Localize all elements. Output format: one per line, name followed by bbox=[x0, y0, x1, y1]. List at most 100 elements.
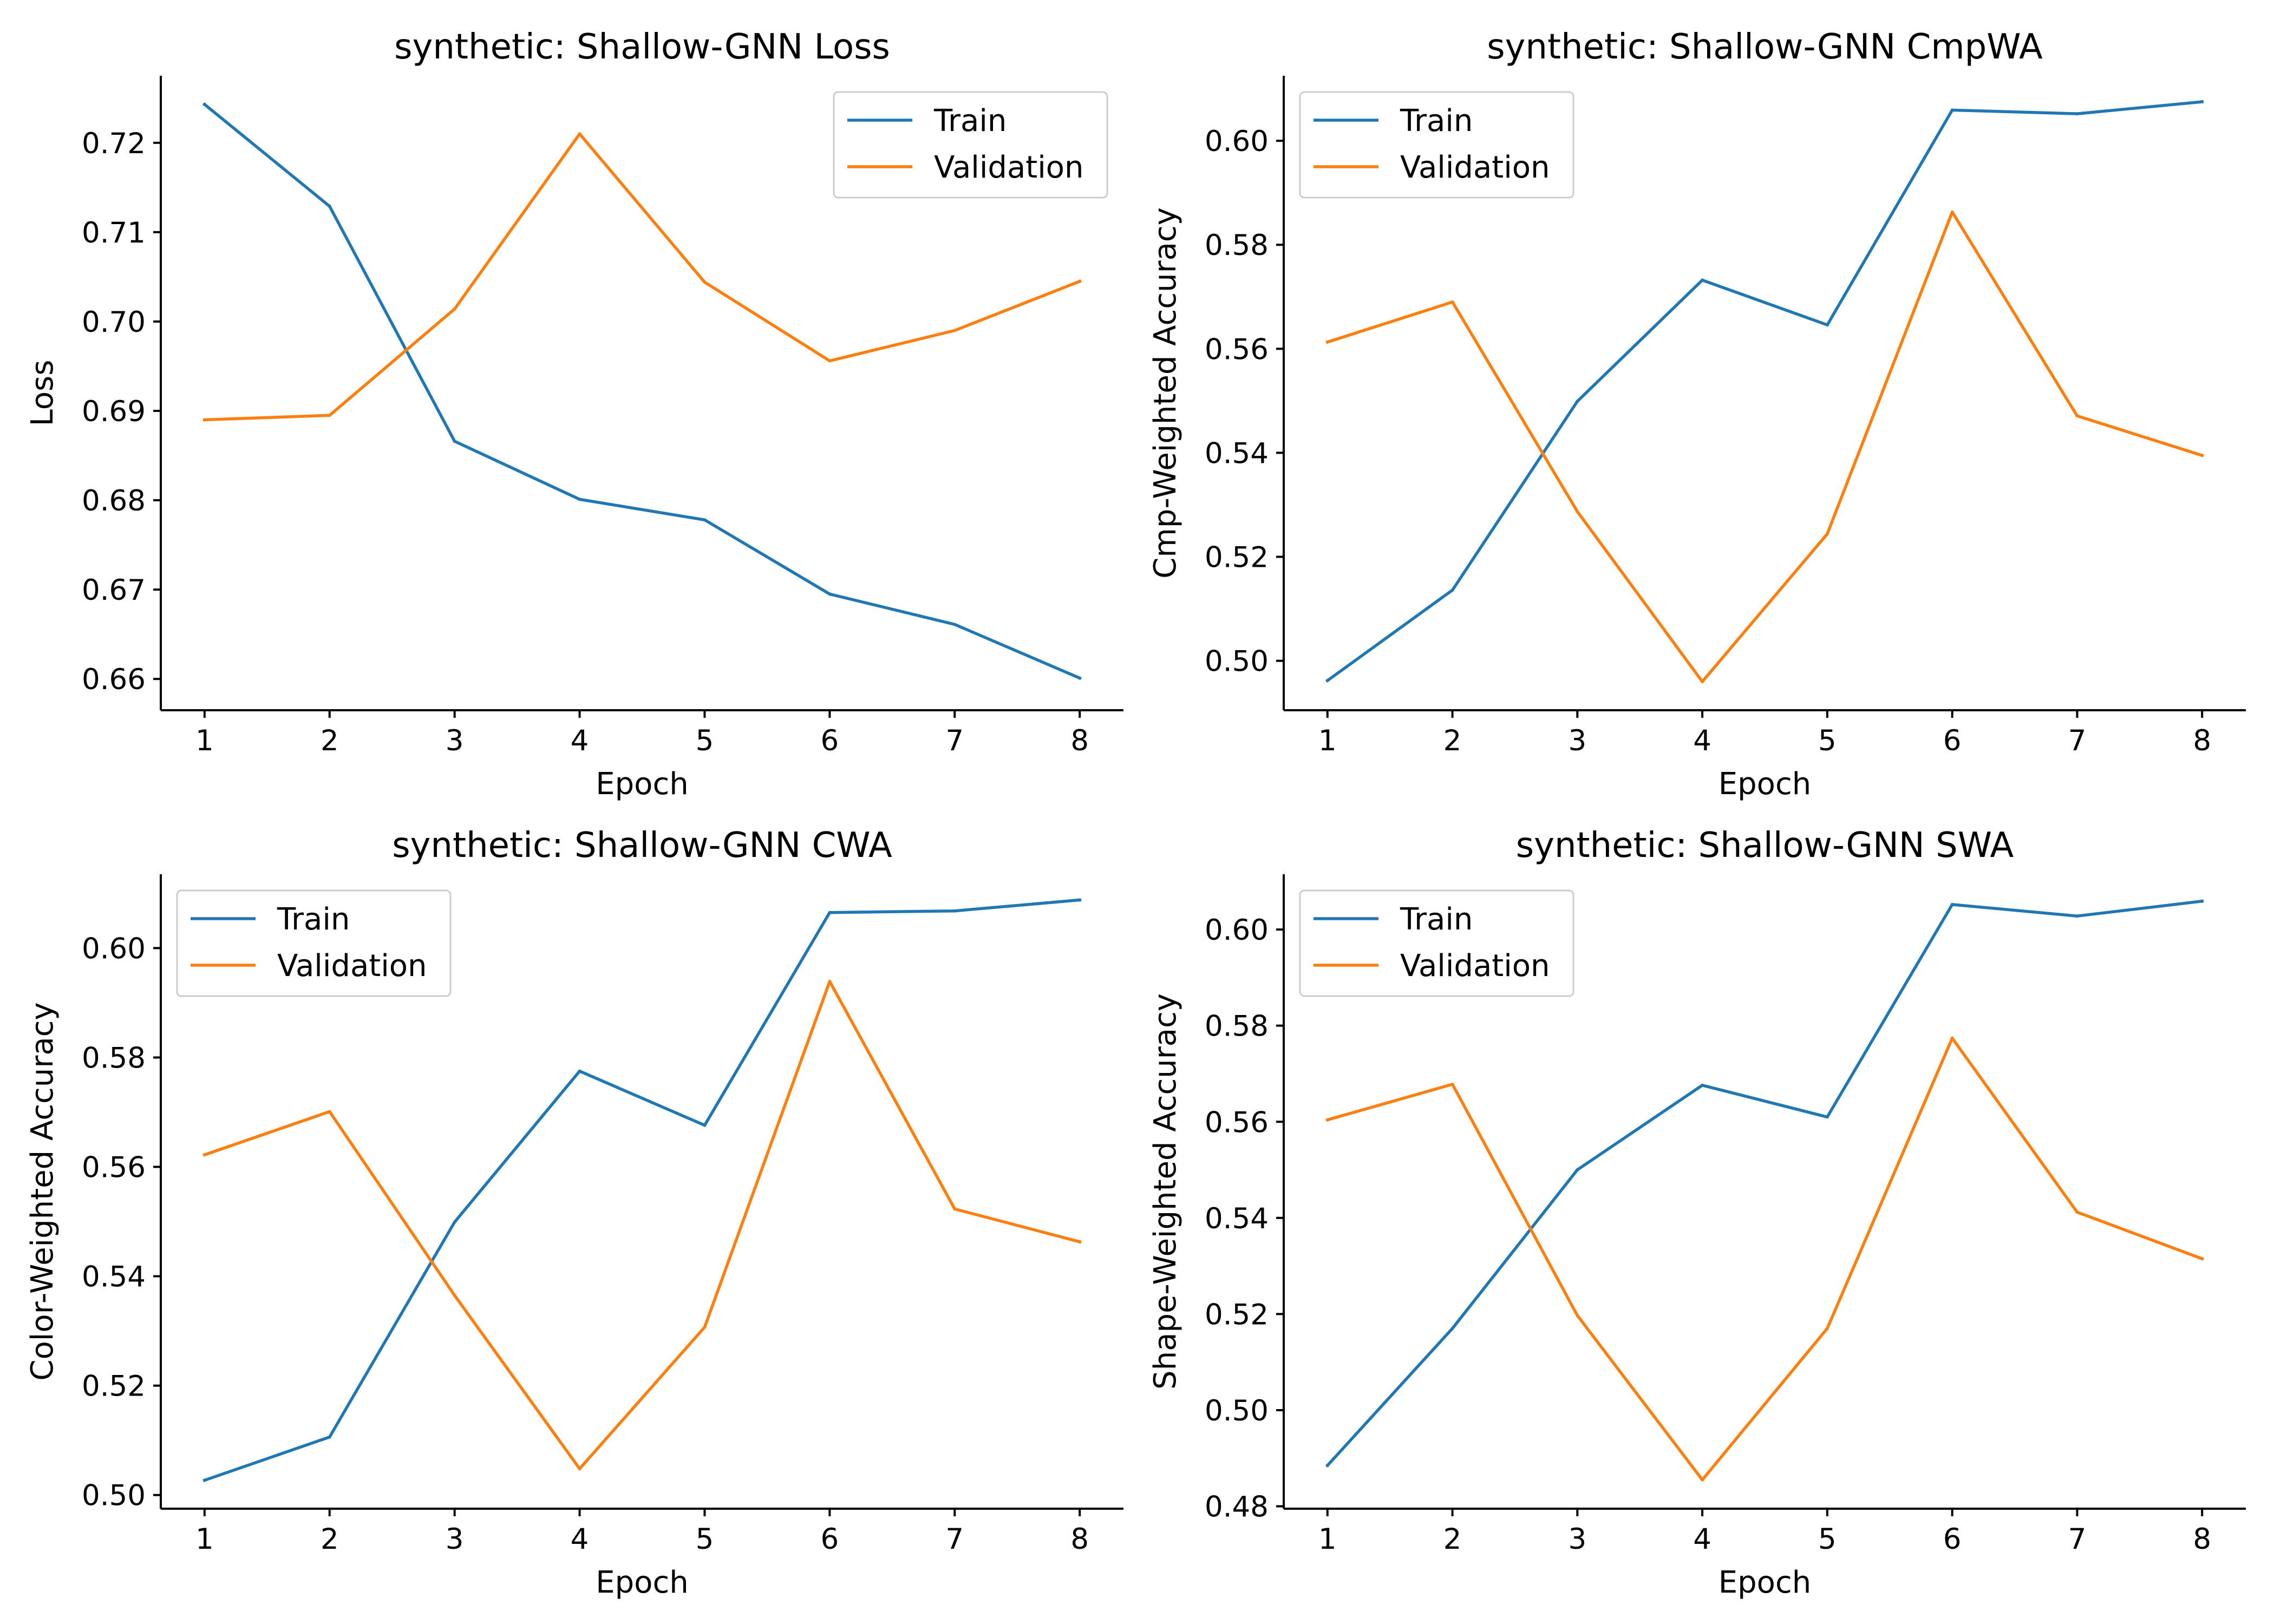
y-tick-label: 0.52 bbox=[82, 1370, 146, 1403]
series-line-validation bbox=[1325, 210, 2204, 683]
data-point-train bbox=[2200, 899, 2204, 903]
data-point-train bbox=[2200, 100, 2204, 104]
x-tick-label: 6 bbox=[820, 1523, 839, 1556]
legend-label-train: Train bbox=[1400, 103, 1473, 139]
data-point-validation bbox=[1450, 300, 1454, 304]
data-point-train bbox=[202, 1478, 206, 1482]
legend-box bbox=[833, 91, 1108, 199]
x-tick-label: 7 bbox=[2068, 724, 2087, 757]
y-tick-label: 0.60 bbox=[1205, 914, 1269, 947]
data-point-validation bbox=[828, 980, 832, 984]
legend: Train Validation bbox=[833, 91, 1108, 199]
chart-panel-swa: synthetic: Shallow-GNN SWA 1 2 3 4 5 6 7 8 0.48 0.… bbox=[1148, 826, 2246, 1600]
x-axis-label: Epoch bbox=[596, 767, 688, 802]
y-tick-label: 0.67 bbox=[82, 574, 146, 607]
y-axis-label: Cmp-Weighted Accuracy bbox=[1148, 207, 1183, 579]
data-point-validation bbox=[1950, 1036, 1954, 1040]
x-tick-label: 6 bbox=[1943, 724, 1962, 757]
x-tick-label: 6 bbox=[1943, 1523, 1962, 1556]
data-point-validation bbox=[2075, 414, 2079, 418]
data-point-validation bbox=[1078, 1240, 1082, 1243]
y-tick-label: 0.60 bbox=[82, 932, 146, 965]
x-tick-label: 2 bbox=[1443, 724, 1462, 757]
y-tick-label: 0.56 bbox=[1205, 333, 1269, 366]
y-tick-label: 0.50 bbox=[1205, 645, 1269, 678]
x-tick-label: 7 bbox=[945, 1523, 964, 1556]
y-tick-label: 0.54 bbox=[1205, 1202, 1269, 1235]
data-point-validation bbox=[1825, 532, 1829, 536]
y-tick-label: 0.68 bbox=[82, 484, 146, 518]
y-tick-label: 0.56 bbox=[1205, 1106, 1269, 1139]
data-point-train bbox=[578, 1069, 581, 1073]
data-point-validation bbox=[328, 414, 331, 417]
y-axis-label: Color-Weighted Accuracy bbox=[25, 1002, 60, 1380]
series-line-train bbox=[202, 102, 1082, 680]
x-axis-label: Epoch bbox=[1718, 767, 1811, 802]
y-tick-label: 0.69 bbox=[82, 395, 146, 428]
series-line-train bbox=[202, 898, 1082, 1482]
chart-title: synthetic: Shallow-GNN SWA bbox=[1516, 826, 2014, 866]
x-tick-label: 5 bbox=[696, 1523, 714, 1556]
x-tick-label: 8 bbox=[2193, 724, 2211, 757]
x-tick-label: 5 bbox=[1818, 724, 1837, 757]
data-point-train bbox=[1078, 676, 1082, 680]
data-point-validation bbox=[1576, 1314, 1579, 1318]
y-tick-label: 0.60 bbox=[1205, 125, 1269, 158]
x-tick-label: 2 bbox=[321, 1523, 339, 1556]
data-point-train bbox=[1576, 1168, 1579, 1172]
data-point-validation bbox=[953, 329, 957, 332]
data-point-validation bbox=[1576, 510, 1579, 514]
legend-box bbox=[1299, 91, 1574, 199]
x-tick-label: 5 bbox=[696, 724, 714, 757]
data-point-train bbox=[202, 102, 206, 106]
data-point-train bbox=[1950, 108, 1954, 112]
y-tick-label: 0.72 bbox=[82, 127, 146, 160]
data-point-validation bbox=[828, 359, 832, 363]
data-point-train bbox=[453, 1220, 456, 1224]
x-tick-label: 1 bbox=[195, 724, 214, 757]
y-tick-label: 0.71 bbox=[82, 217, 146, 250]
legend-label-validation: Validation bbox=[1400, 948, 1550, 984]
x-tick-label: 8 bbox=[2193, 1523, 2211, 1556]
series-line-train bbox=[1325, 100, 2204, 683]
legend-label-validation: Validation bbox=[1400, 150, 1550, 185]
chart-panel-loss: synthetic: Shallow-GNN Loss 1 2 3 4 5 6 7 8 0.66 0… bbox=[25, 27, 1123, 802]
data-point-validation bbox=[1701, 680, 1704, 684]
data-point-train bbox=[1450, 1327, 1454, 1331]
x-axis-label: Epoch bbox=[1718, 1565, 1811, 1600]
legend-box bbox=[176, 889, 452, 997]
chart-title: synthetic: Shallow-GNN CWA bbox=[392, 826, 892, 866]
data-point-validation bbox=[1078, 279, 1082, 283]
x-tick-label: 4 bbox=[1693, 1523, 1711, 1556]
x-tick-label: 4 bbox=[571, 1523, 589, 1556]
data-point-validation bbox=[453, 307, 456, 311]
legend-label-train: Train bbox=[933, 103, 1007, 139]
data-point-train bbox=[1450, 588, 1454, 592]
data-point-validation bbox=[202, 1153, 206, 1157]
series-line-validation bbox=[1325, 1037, 2204, 1482]
chart-panel-cwa: synthetic: Shallow-GNN CWA 1 2 3 4 5 6 7 8 0.50 0.… bbox=[25, 826, 1123, 1600]
x-tick-label: 4 bbox=[571, 724, 589, 757]
chart-title: synthetic: Shallow-GNN CmpWA bbox=[1487, 27, 2043, 67]
data-point-validation bbox=[953, 1207, 957, 1211]
legend-label-train: Train bbox=[277, 902, 350, 937]
data-point-train bbox=[328, 1435, 331, 1439]
series-line-validation bbox=[202, 980, 1082, 1470]
data-point-validation bbox=[1825, 1327, 1829, 1331]
x-tick-label: 2 bbox=[321, 724, 339, 757]
y-tick-label: 0.48 bbox=[1205, 1491, 1269, 1524]
data-point-train bbox=[1825, 1115, 1829, 1119]
x-tick-label: 5 bbox=[1818, 1523, 1837, 1556]
data-point-validation bbox=[202, 418, 206, 422]
x-tick-label: 8 bbox=[1070, 724, 1089, 757]
x-tick-label: 2 bbox=[1443, 1523, 1462, 1556]
data-point-train bbox=[1078, 898, 1082, 902]
data-point-train bbox=[1325, 1464, 1329, 1468]
data-point-train bbox=[953, 623, 957, 626]
x-tick-label: 6 bbox=[820, 724, 839, 757]
legend: Train Validation bbox=[1299, 889, 1574, 997]
y-tick-label: 0.50 bbox=[82, 1479, 146, 1512]
data-point-validation bbox=[1325, 1118, 1329, 1122]
x-tick-label: 8 bbox=[1070, 1523, 1089, 1556]
data-point-validation bbox=[578, 1467, 581, 1471]
